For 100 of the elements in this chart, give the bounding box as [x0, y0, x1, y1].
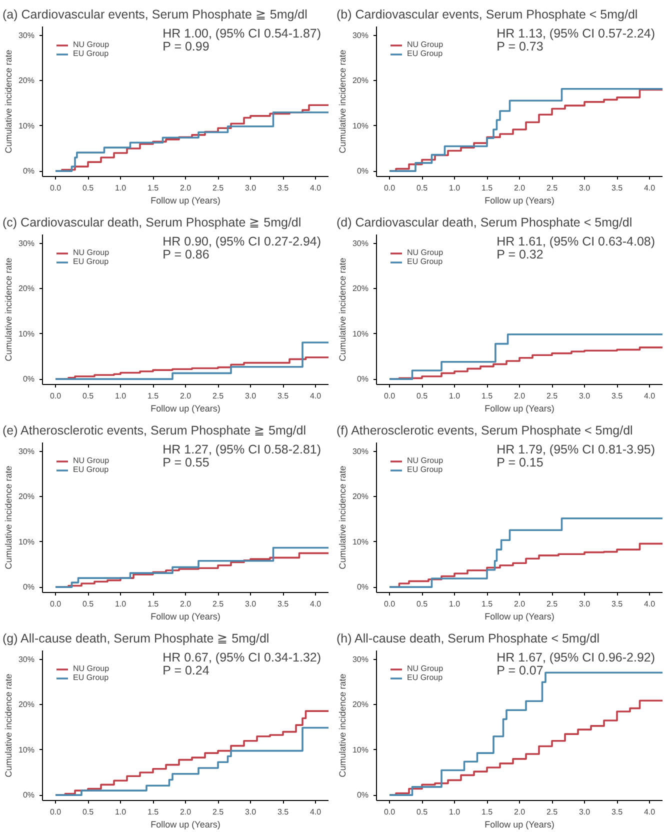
legend-label: EU Group — [73, 257, 109, 266]
x-tick-label: 0.0 — [50, 808, 62, 816]
x-tick-label: 3.5 — [611, 600, 624, 608]
x-tick-label: 3.5 — [611, 392, 624, 400]
annotation: P = 0.55 — [162, 455, 210, 470]
x-tick-label: 1.0 — [448, 600, 461, 608]
y-tick-label: 30% — [18, 31, 35, 40]
y-tick-label: 0% — [22, 166, 34, 176]
x-tick-label: 3.0 — [244, 808, 257, 816]
x-tick-label: 3.5 — [277, 600, 290, 608]
x-tick-label: 3.5 — [611, 808, 624, 816]
x-tick-label: 2.5 — [546, 392, 558, 400]
x-tick-label: 3.5 — [277, 184, 290, 192]
annotation: HR 1.27, (95% CI 0.58-2.81) — [162, 442, 322, 456]
chart-title: (b) Cardiovascular events, Serum Phosphate < 5mg/dl — [336, 8, 638, 22]
x-tick-label: 1.5 — [147, 600, 160, 608]
y-tick-label: 30% — [352, 447, 369, 456]
x-tick-label: 2.5 — [546, 600, 558, 608]
x-tick-label: 1.0 — [114, 808, 127, 816]
chart-title: (d) Cardiovascular death, Serum Phosphate < 5mg/dl — [336, 216, 632, 230]
y-tick-label: 20% — [18, 492, 35, 502]
x-tick-label: 2.5 — [546, 808, 558, 816]
y-axis-title: Cumulative incidence rate — [3, 50, 14, 154]
y-tick-label: 20% — [18, 284, 35, 294]
y-tick-label: 0% — [356, 166, 368, 176]
y-tick-label: 10% — [352, 329, 369, 338]
x-tick-label: 0.5 — [416, 392, 428, 400]
chart-title: (h) All-cause death, Serum Phosphate < 5mg/dl — [336, 632, 600, 646]
x-tick-label: 0.0 — [384, 392, 396, 400]
y-tick-label: 10% — [18, 121, 35, 130]
x-tick-label: 1.0 — [114, 600, 127, 608]
x-tick-label: 1.5 — [481, 392, 494, 400]
x-tick-label: 1.5 — [481, 808, 494, 816]
x-tick-label: 2.5 — [546, 184, 558, 192]
y-tick-label: 30% — [18, 655, 35, 664]
x-tick-label: 2.5 — [212, 600, 224, 608]
legend-label: NU Group — [407, 248, 444, 257]
x-tick-label: 2.0 — [514, 600, 526, 608]
x-tick-label: 1.0 — [448, 184, 461, 192]
annotation: HR 1.67, (95% CI 0.96-2.92) — [496, 650, 656, 664]
annotation: HR 1.00, (95% CI 0.54-1.87) — [162, 26, 322, 40]
x-axis-title: Follow up (Years) — [484, 612, 554, 622]
x-tick-label: 4.0 — [310, 600, 322, 608]
y-tick-label: 20% — [352, 76, 369, 86]
x-axis-title: Follow up (Years) — [150, 612, 220, 622]
x-tick-label: 3.0 — [244, 600, 257, 608]
x-tick-label: 0.0 — [384, 808, 396, 816]
y-tick-label: 20% — [352, 284, 369, 294]
x-tick-label: 3.5 — [277, 808, 290, 816]
legend-label: NU Group — [73, 664, 110, 673]
x-axis-title: Follow up (Years) — [484, 820, 554, 830]
y-axis-title: Cumulative incidence rate — [337, 50, 348, 154]
annotation: HR 1.61, (95% CI 0.63-4.08) — [496, 234, 656, 248]
legend-label: NU Group — [407, 456, 444, 465]
y-tick-label: 0% — [22, 582, 34, 592]
chart-title: (c) Cardiovascular death, Serum Phosphate ≧ 5mg/dl — [2, 216, 302, 230]
x-tick-label: 0.0 — [50, 392, 62, 400]
x-tick-label: 4.0 — [644, 808, 656, 816]
x-tick-label: 2.0 — [180, 184, 192, 192]
x-tick-label: 3.5 — [611, 184, 624, 192]
x-axis-title: Follow up (Years) — [150, 404, 220, 414]
legend-label: EU Group — [73, 465, 109, 474]
x-axis-title: Follow up (Years) — [484, 404, 554, 414]
annotation: P = 0.24 — [162, 663, 210, 678]
y-tick-label: 30% — [352, 239, 369, 248]
annotation: P = 0.86 — [162, 247, 210, 262]
x-tick-label: 0.5 — [82, 808, 94, 816]
y-axis-title: Cumulative incidence rate — [337, 258, 348, 362]
x-tick-label: 0.0 — [384, 600, 396, 608]
y-axis-title: Cumulative incidence rate — [3, 674, 14, 778]
x-tick-label: 0.0 — [50, 184, 62, 192]
y-tick-label: 0% — [356, 790, 368, 800]
x-tick-label: 0.0 — [50, 600, 62, 608]
x-tick-label: 1.0 — [448, 808, 461, 816]
y-tick-label: 20% — [18, 700, 35, 710]
x-tick-label: 4.0 — [644, 184, 656, 192]
x-tick-label: 3.0 — [578, 808, 591, 816]
x-tick-label: 1.5 — [147, 808, 160, 816]
y-axis-title: Cumulative incidence rate — [337, 674, 348, 778]
legend-label: NU Group — [407, 40, 444, 49]
y-tick-label: 10% — [352, 121, 369, 130]
x-tick-label: 3.5 — [277, 392, 290, 400]
y-tick-label: 10% — [18, 329, 35, 338]
y-tick-label: 20% — [18, 76, 35, 86]
chart-title: (e) Atherosclerotic events, Serum Phosphate ≧ 5mg/dl — [2, 424, 306, 438]
x-tick-label: 2.5 — [212, 808, 224, 816]
x-tick-label: 0.5 — [82, 392, 94, 400]
x-tick-label: 2.0 — [180, 808, 192, 816]
y-axis-title: Cumulative incidence rate — [3, 466, 14, 570]
legend-label: NU Group — [73, 248, 110, 257]
annotation: P = 0.15 — [496, 455, 544, 470]
annotation: P = 0.99 — [162, 39, 210, 54]
legend-label: EU Group — [407, 673, 443, 682]
x-tick-label: 0.5 — [416, 808, 428, 816]
x-tick-label: 4.0 — [644, 600, 656, 608]
chart-title: (f) Atherosclerotic events, Serum Phosphate < 5mg/dl — [336, 424, 633, 438]
legend-label: EU Group — [407, 465, 443, 474]
x-tick-label: 4.0 — [310, 808, 322, 816]
y-tick-label: 10% — [18, 745, 35, 754]
y-tick-label: 0% — [22, 790, 34, 800]
